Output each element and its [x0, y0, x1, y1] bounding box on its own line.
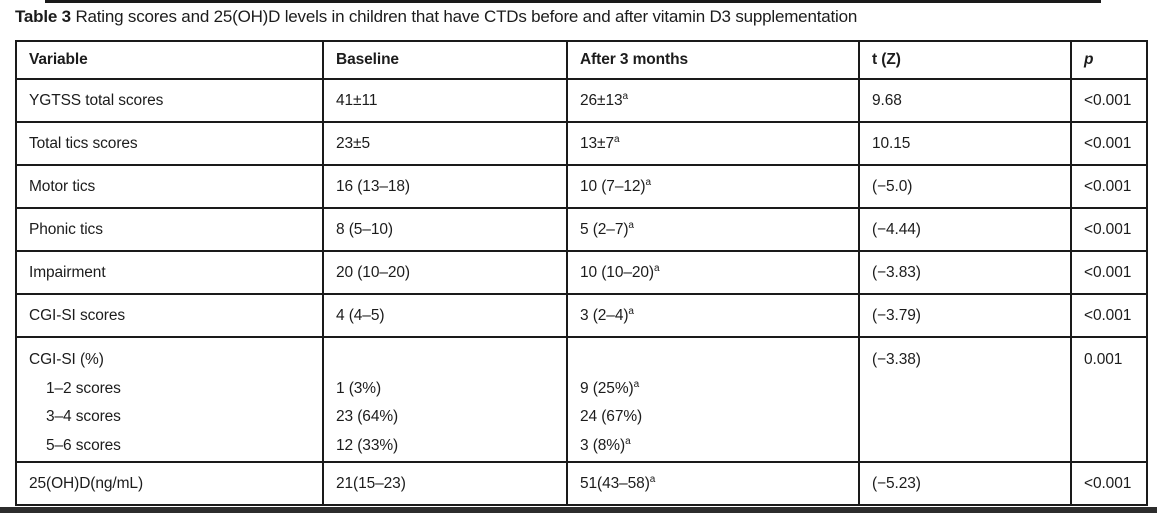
cell-baseline-group: 1 (3%) 23 (64%) 12 (33%)	[322, 336, 568, 463]
footnote-marker: a	[625, 435, 631, 447]
table-row-phonic-tics: Phonic tics 8 (5–10) 5 (2–7)a (−4.44) <0…	[15, 207, 1148, 252]
cell-t-z: (−5.23)	[858, 461, 1072, 506]
table-row-total-tics: Total tics scores 23±5 13±7a 10.15 <0.00…	[15, 121, 1148, 166]
group-label: CGI-SI (%)	[29, 351, 104, 368]
cell-p-group: 0.001	[1070, 336, 1148, 463]
table-number-label: Table 3	[15, 7, 71, 26]
cell-baseline: 21(15–23)	[322, 461, 568, 506]
cell-after: 5 (2–7)a	[566, 207, 860, 252]
cell-after: 10 (7–12)a	[566, 164, 860, 209]
cell-after: 13±7a	[566, 121, 860, 166]
sub-row-baseline: 1 (3%)	[336, 379, 382, 397]
top-rule	[45, 0, 1101, 3]
cell-p: <0.001	[1070, 207, 1148, 252]
cell-t-z-group: (−3.38)	[858, 336, 1072, 463]
sub-row-label: 3–4 scores	[46, 408, 121, 425]
sub-row-baseline: 12 (33%)	[336, 436, 399, 454]
cell-variable: Phonic tics	[15, 207, 324, 252]
cell-after: 51(43–58)a	[566, 461, 860, 506]
sub-row-label: 5–6 scores	[46, 436, 121, 454]
cell-p: <0.001	[1070, 164, 1148, 209]
footnote-marker: a	[628, 305, 634, 317]
page-title: Table 3 Rating scores and 25(OH)D levels…	[15, 7, 857, 27]
table-row-25ohd: 25(OH)D(ng/mL) 21(15–23) 51(43–58)a (−5.…	[15, 461, 1148, 506]
cell-variable: Motor tics	[15, 164, 324, 209]
header-row: Variable Baseline After 3 months t (Z) p	[15, 40, 1148, 80]
cell-baseline: 20 (10–20)	[322, 250, 568, 295]
cell-p: <0.001	[1070, 250, 1148, 295]
table-row-cgi-si-percent-group: CGI-SI (%) 1–2 scores 3–4 scores 5–6 sco…	[15, 336, 1148, 463]
cell-after: 3 (2–4)a	[566, 293, 860, 338]
footnote-marker: a	[645, 176, 652, 188]
cell-t-z: (−4.44)	[858, 207, 1072, 252]
cell-after: 26±13a	[566, 78, 860, 123]
column-header-p: p	[1070, 40, 1148, 80]
blank-line	[580, 346, 850, 375]
footnote-marker: a	[653, 262, 660, 274]
cell-p: <0.001	[1070, 121, 1148, 166]
column-header-baseline: Baseline	[322, 40, 568, 80]
cell-baseline: 16 (13–18)	[322, 164, 568, 209]
cell-baseline: 41±11	[322, 78, 568, 123]
cell-after-group: 9 (25%)a 24 (67%) 3 (8%)a	[566, 336, 860, 463]
cell-t-z: (−3.83)	[858, 250, 1072, 295]
sub-row-after: 9 (25%)a	[580, 378, 640, 397]
table-row-impairment: Impairment 20 (10–20) 10 (10–20)a (−3.83…	[15, 250, 1148, 295]
cell-baseline: 4 (4–5)	[322, 293, 568, 338]
footnote-marker: a	[649, 473, 656, 485]
footnote-marker: a	[622, 90, 629, 102]
cell-baseline: 8 (5–10)	[322, 207, 568, 252]
bottom-rule	[0, 507, 1157, 513]
cell-t-z: 10.15	[858, 121, 1072, 166]
cell-variable: Impairment	[15, 250, 324, 295]
cell-t-z: 9.68	[858, 78, 1072, 123]
cell-variable-group: CGI-SI (%) 1–2 scores 3–4 scores 5–6 sco…	[15, 336, 324, 463]
cell-baseline: 23±5	[322, 121, 568, 166]
cell-after: 10 (10–20)a	[566, 250, 860, 295]
table-row-ygtss-total: YGTSS total scores 41±11 26±13a 9.68 <0.…	[15, 78, 1148, 123]
footnote-marker: a	[633, 378, 640, 390]
table-row-cgi-si-scores: CGI-SI scores 4 (4–5) 3 (2–4)a (−3.79) <…	[15, 293, 1148, 338]
column-header-after-3-months: After 3 months	[566, 40, 860, 80]
sub-row-baseline: 23 (64%)	[336, 408, 399, 425]
table-title-text: Rating scores and 25(OH)D levels in chil…	[75, 7, 858, 26]
cell-variable: Total tics scores	[15, 121, 324, 166]
footnote-marker: a	[613, 133, 620, 145]
results-table: Variable Baseline After 3 months t (Z) p…	[15, 40, 1148, 506]
sub-row-after: 3 (8%)a	[580, 435, 631, 454]
cell-t-z: (−3.79)	[858, 293, 1072, 338]
cell-variable: YGTSS total scores	[15, 78, 324, 123]
cell-t-z: (−5.0)	[858, 164, 1072, 209]
cell-p: <0.001	[1070, 461, 1148, 506]
column-header-variable: Variable	[15, 40, 324, 80]
cell-variable: CGI-SI scores	[15, 293, 324, 338]
cell-p: <0.001	[1070, 78, 1148, 123]
cell-p: <0.001	[1070, 293, 1148, 338]
blank-line	[336, 346, 558, 375]
cell-variable: 25(OH)D(ng/mL)	[15, 461, 324, 506]
sub-row-label: 1–2 scores	[46, 379, 121, 397]
table-row-motor-tics: Motor tics 16 (13–18) 10 (7–12)a (−5.0) …	[15, 164, 1148, 209]
sub-row-after: 24 (67%)	[580, 408, 643, 425]
footnote-marker: a	[628, 219, 634, 231]
column-header-t-z: t (Z)	[858, 40, 1072, 80]
